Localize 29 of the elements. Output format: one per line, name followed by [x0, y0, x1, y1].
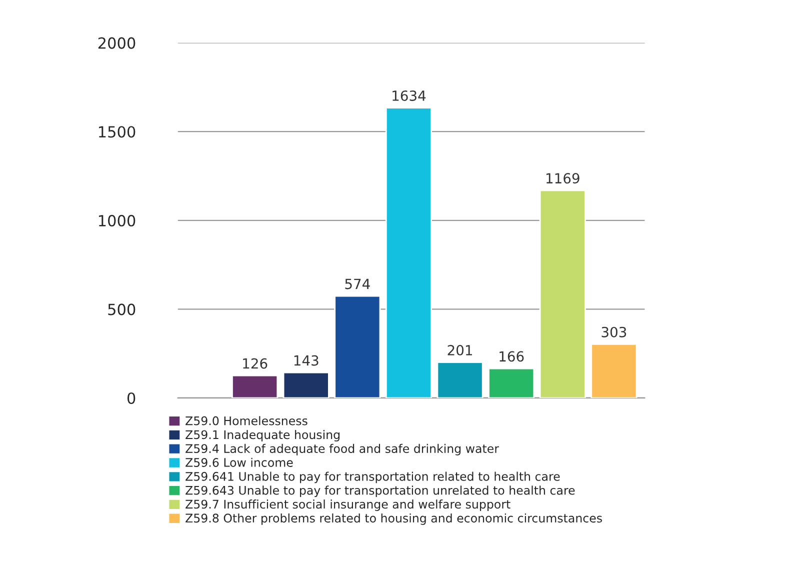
- legend-label: Z59.8 Other problems related to housing and economic circumstances: [186, 513, 602, 525]
- y-tick-label: 500: [108, 304, 136, 316]
- y-tick-label: 2000: [98, 37, 136, 49]
- data-label: 166: [500, 351, 524, 362]
- legend-label: Z59.7 Insufficient social insurange and welfare support: [186, 500, 510, 511]
- data-label: 126: [243, 358, 268, 369]
- data-label: 143: [294, 355, 318, 366]
- bar: [385, 107, 432, 398]
- y-tick-label: 1000: [98, 214, 136, 226]
- data-label: 201: [448, 344, 472, 356]
- bar: [539, 190, 586, 398]
- legend-label: Z59.641 Unable to pay for transportation related to health care: [186, 472, 560, 484]
- bar: [282, 372, 330, 398]
- data-label: 574: [345, 278, 370, 290]
- bar: [488, 368, 535, 398]
- legend-label: Z59.643 Unable to pay for transportation unrelated to health care: [186, 486, 575, 498]
- y-tick-label: 1500: [98, 126, 136, 138]
- legend-label: Z59.0 Homelessness: [186, 416, 308, 426]
- y-tick-label: 0: [127, 392, 136, 404]
- bar: [232, 374, 278, 398]
- bar: [590, 343, 638, 398]
- legend-label: Z59.4 Lack of adequate food and safe drinking water: [186, 444, 499, 456]
- data-label: 1169: [546, 173, 580, 184]
- bar: [436, 362, 484, 398]
- data-label: 1634: [392, 90, 426, 101]
- bar: [334, 295, 381, 398]
- legend-label: Z59.1 Inadequate housing: [186, 430, 340, 442]
- data-label: 303: [602, 326, 626, 338]
- legend-label: Z59.6 Low income: [186, 458, 293, 467]
